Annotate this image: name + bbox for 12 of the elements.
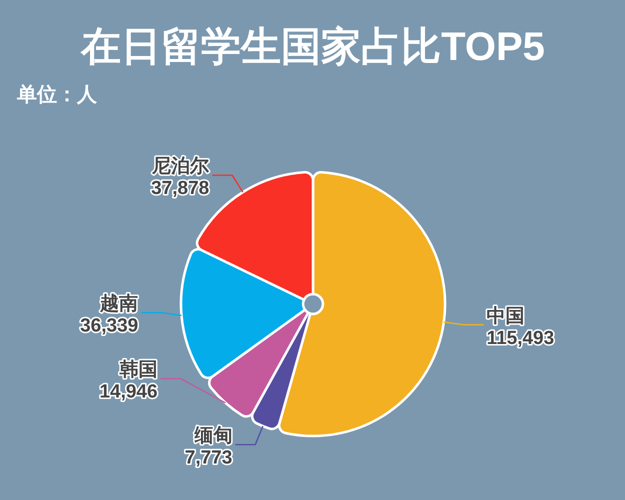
data-label: 7,773 <box>184 448 232 469</box>
data-label: 37,878 <box>151 178 210 200</box>
data-label: 36,339 <box>80 316 138 337</box>
slice-label: 韩国 <box>118 358 158 381</box>
chart-subtitle: 单位：人 <box>16 83 98 106</box>
slice-label: 越南 <box>99 292 138 315</box>
data-label: 115,493 <box>486 328 554 349</box>
chart-title: 在日留学生国家占比TOP5 <box>80 25 545 69</box>
slice-label: 中国 <box>486 304 525 327</box>
data-label: 14,946 <box>99 382 158 403</box>
slice-label: 缅甸 <box>193 426 232 447</box>
slice-label: 尼泊尔 <box>151 156 210 178</box>
